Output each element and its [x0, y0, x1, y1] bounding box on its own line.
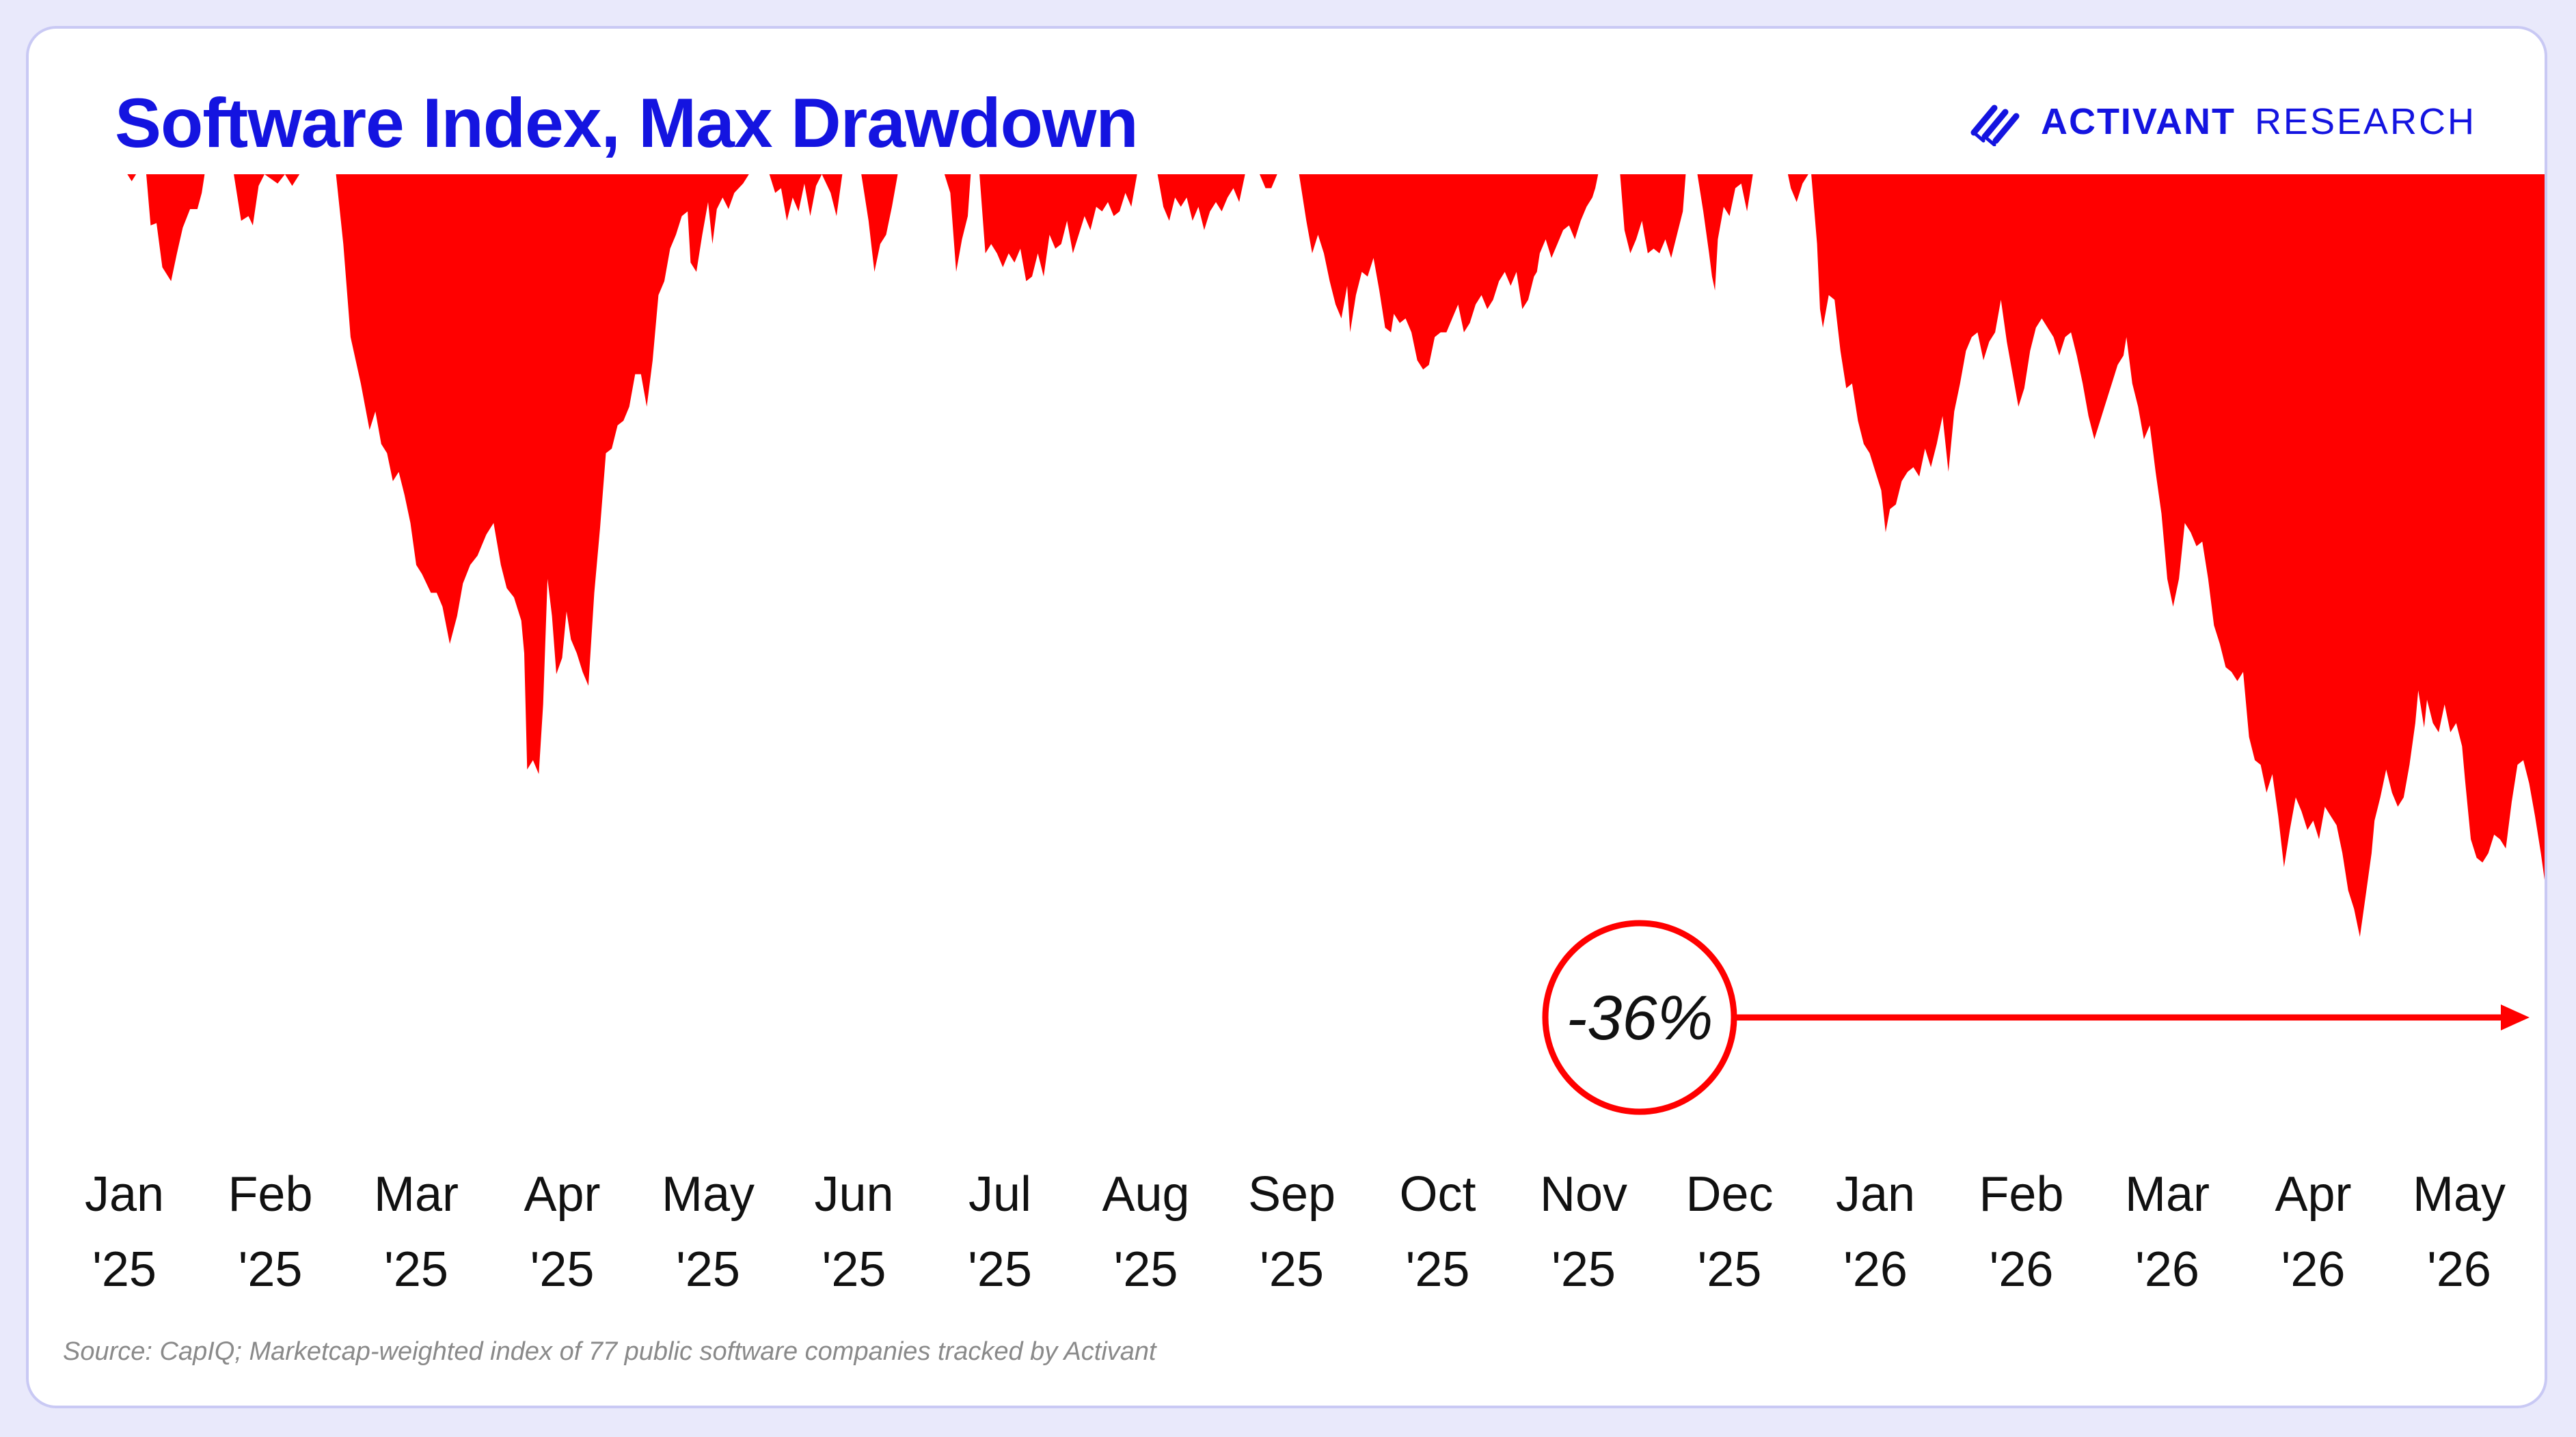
x-tick-year: '26: [1990, 1242, 2054, 1297]
x-tick-month: Jun: [814, 1167, 893, 1222]
x-tick-year: '26: [2135, 1242, 2199, 1297]
x-tick-year: '25: [968, 1242, 1032, 1297]
x-tick-month: Sep: [1248, 1167, 1336, 1222]
x-tick-month: Apr: [2275, 1167, 2351, 1222]
x-tick-month: Nov: [1540, 1167, 1627, 1222]
min-annotation: -36%: [1542, 920, 2530, 1115]
annotation-arrow-head: [2500, 1004, 2530, 1030]
x-tick-month: Mar: [2125, 1167, 2210, 1222]
x-axis-ticks: Jan '25 Feb '25 Mar '25 Apr '25 May '25 Jun '25 Jul '…: [85, 1167, 2506, 1297]
x-tick-month: Dec: [1685, 1167, 1773, 1222]
x-tick-year: '25: [822, 1242, 886, 1297]
x-tick-year: '25: [530, 1242, 595, 1297]
x-tick-year: '25: [1114, 1242, 1178, 1297]
brand-name: ACTIVANT: [2040, 101, 2236, 142]
x-tick-year: '25: [1260, 1242, 1324, 1297]
drawdown-chart: Jan '25 Feb '25 Mar '25 Apr '25 May '25 Jun '25 Jul '…: [85, 174, 2545, 1297]
x-tick-month: Feb: [1979, 1167, 2063, 1222]
x-tick-month: Jul: [968, 1167, 1031, 1222]
x-tick-year: '25: [1551, 1242, 1616, 1297]
x-tick-year: '25: [676, 1242, 740, 1297]
x-tick-month: May: [2413, 1167, 2506, 1222]
x-tick-month: Mar: [374, 1167, 459, 1222]
x-tick-month: May: [662, 1167, 755, 1222]
chart-card: Software Index, Max Drawdown ACTIVANT RE…: [26, 26, 2547, 1408]
brand-logo: ACTIVANT RESEARCH: [1970, 97, 2476, 146]
x-tick-year: '25: [1698, 1242, 1762, 1297]
source-note: Source: CapIQ; Marketcap-weighted index …: [63, 1337, 1156, 1366]
x-tick-year: '25: [92, 1242, 157, 1297]
brand-subtitle: RESEARCH: [2254, 101, 2476, 142]
x-tick-month: Feb: [228, 1167, 312, 1222]
annotation-label: -36%: [1567, 983, 1713, 1053]
activant-logo-icon: [1970, 105, 2020, 146]
x-tick-year: '25: [384, 1242, 448, 1297]
x-tick-month: Jan: [1836, 1167, 1915, 1222]
x-tick-year: '26: [2427, 1242, 2491, 1297]
x-tick-month: Aug: [1102, 1167, 1189, 1222]
chart-title: Software Index, Max Drawdown: [115, 84, 1139, 162]
drawdown-area: [127, 174, 2545, 938]
x-tick-month: Apr: [524, 1167, 600, 1222]
x-tick-year: '25: [239, 1242, 303, 1297]
x-tick-month: Oct: [1399, 1167, 1476, 1222]
x-tick-month: Jan: [85, 1167, 164, 1222]
x-tick-year: '25: [1406, 1242, 1470, 1297]
x-tick-year: '26: [2281, 1242, 2346, 1297]
x-tick-year: '26: [1843, 1242, 1908, 1297]
